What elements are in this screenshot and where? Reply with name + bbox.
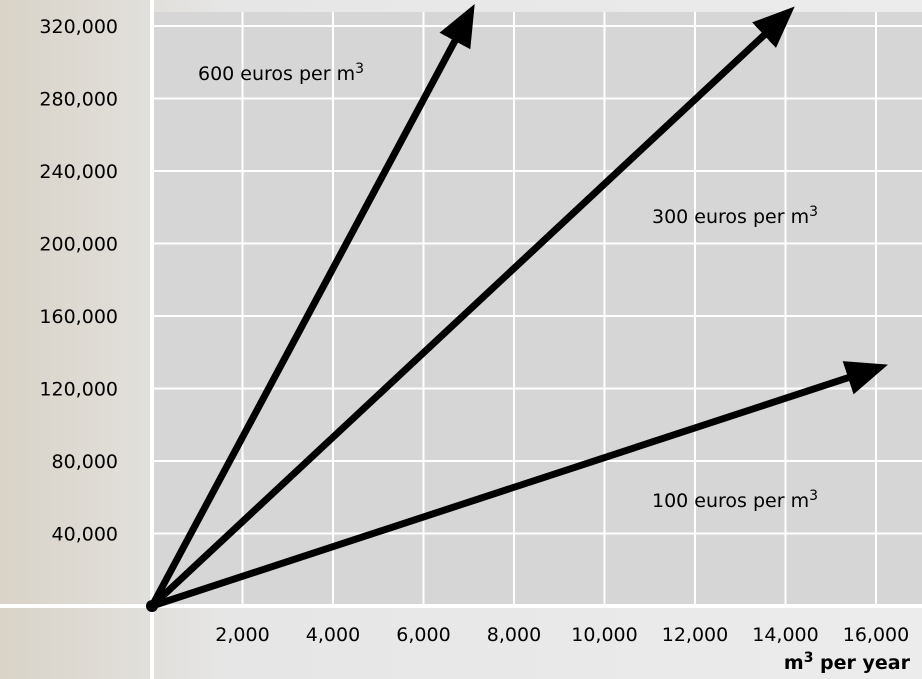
y-tick-label: 120,000 [39,379,118,401]
x-tick-label: 14,000 [752,624,818,646]
x-tick-label: 4,000 [306,624,360,646]
series-label-600: 600 euros per m3 [198,61,364,85]
x-tick-label: 10,000 [571,624,637,646]
x-axis-label: m3 per year [784,650,911,674]
tick-labels: 2,000 4,000 6,000 8,000 10,000 12,000 14,000 16… [39,16,909,646]
series-labels: 600 euros per m3 300 euros per m3 100 euro… [198,61,818,512]
x-tick-label: 8,000 [487,624,541,646]
x-tick-label: 6,000 [396,624,450,646]
y-tick-label: 200,000 [39,234,118,256]
series-line-300 [148,6,795,610]
plot-area [152,12,922,606]
y-tick-label: 160,000 [39,306,118,328]
series-line-600 [148,4,475,610]
y-tick-label: 280,000 [39,89,118,111]
y-tick-label: 240,000 [39,161,118,183]
x-tick-label: 16,000 [843,624,909,646]
x-tick-label: 12,000 [662,624,728,646]
series-group [146,4,888,612]
x-tick-label: 2,000 [215,624,269,646]
series-line-100 [148,361,888,610]
y-tick-label: 320,000 [39,16,118,38]
series-label-300: 300 euros per m3 [652,204,818,228]
origin-point [146,600,158,612]
y-tick-label: 40,000 [52,524,118,546]
grid-lines [152,12,922,606]
series-label-100: 100 euros per m3 [652,488,818,512]
y-tick-label: 80,000 [52,451,118,473]
